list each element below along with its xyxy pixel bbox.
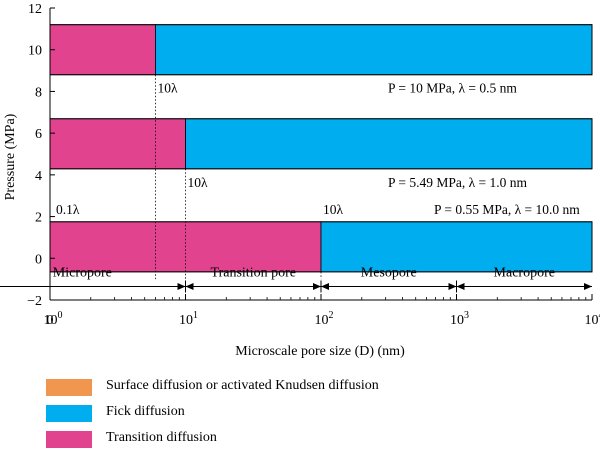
- y-tick-label-3: 4: [35, 169, 42, 184]
- arrow-head: [457, 283, 465, 290]
- bar-0-annotation: P = 10 MPa, λ = 0.5 nm: [388, 81, 517, 96]
- arrow-head: [178, 283, 186, 290]
- arrow-head: [186, 283, 194, 290]
- chart: −20246810120100101102103104 P = 10 MPa, …: [0, 0, 600, 370]
- pore-range-label-2: Mesopore: [361, 265, 417, 280]
- bar-2-boundary-label-0: 0.1λ: [56, 202, 80, 217]
- bar-0-boundary-label-0: 10λ: [157, 81, 178, 96]
- legend-swatch-fick: [46, 405, 92, 422]
- bars-layer: [50, 25, 592, 272]
- legend: Surface diffusion or activated Knudsen d…: [46, 374, 566, 452]
- y-tick-label-4: 6: [35, 127, 42, 142]
- x-tick-label-2: 101: [179, 310, 198, 328]
- x-tick-label-4: 103: [450, 310, 469, 328]
- x-tick-label-1: 100: [44, 310, 63, 328]
- legend-item-surface: Surface diffusion or activated Knudsen d…: [46, 374, 566, 400]
- bar-0-segment-fick: [155, 25, 592, 75]
- pore-range-label-0: Micropore: [53, 265, 112, 280]
- y-tick-label-7: 12: [28, 2, 42, 17]
- arrow-head: [584, 283, 592, 290]
- y-tick-label-5: 8: [35, 85, 42, 100]
- legend-label-surface: Surface diffusion or activated Knudsen d…: [106, 378, 379, 394]
- bar-1-segment-transition: [50, 119, 186, 169]
- legend-label-fick: Fick diffusion: [106, 404, 185, 420]
- y-axis-label: Pressure (MPa): [3, 113, 18, 200]
- arrow-head: [321, 283, 329, 290]
- bar-1-segment-fick: [186, 119, 593, 169]
- y-tick-label-6: 10: [28, 44, 42, 59]
- x-tick-label-3: 102: [315, 310, 334, 328]
- pore-range-label-3: Macropore: [494, 265, 555, 280]
- bar-2-boundary-label-1: 10λ: [323, 202, 344, 217]
- legend-swatch-transition: [46, 431, 92, 448]
- x-axis-label: Microscale pore size (D) (nm): [235, 344, 405, 359]
- legend-item-fick: Fick diffusion: [46, 400, 566, 426]
- y-tick-label-1: 0: [35, 252, 42, 267]
- y-tick-label-0: −2: [27, 294, 42, 309]
- bar-2-annotation: P = 0.55 MPa, λ = 10.0 nm: [434, 202, 580, 217]
- bar-1-annotation: P = 5.49 MPa, λ = 1.0 nm: [388, 175, 528, 190]
- x-tick-label-5: 104: [585, 310, 600, 328]
- legend-label-transition: Transition diffusion: [106, 430, 217, 446]
- arrow-head: [449, 283, 457, 290]
- bar-2-segment-fick: [321, 222, 592, 272]
- pore-range-label-1: Transition pore: [211, 265, 296, 280]
- arrow-head: [313, 283, 321, 290]
- y-tick-label-2: 2: [35, 211, 42, 226]
- legend-item-transition: Transition diffusion: [46, 426, 566, 452]
- bar-0-segment-transition: [50, 25, 155, 75]
- legend-swatch-surface: [46, 379, 92, 396]
- bar-1-boundary-label-0: 10λ: [188, 175, 209, 190]
